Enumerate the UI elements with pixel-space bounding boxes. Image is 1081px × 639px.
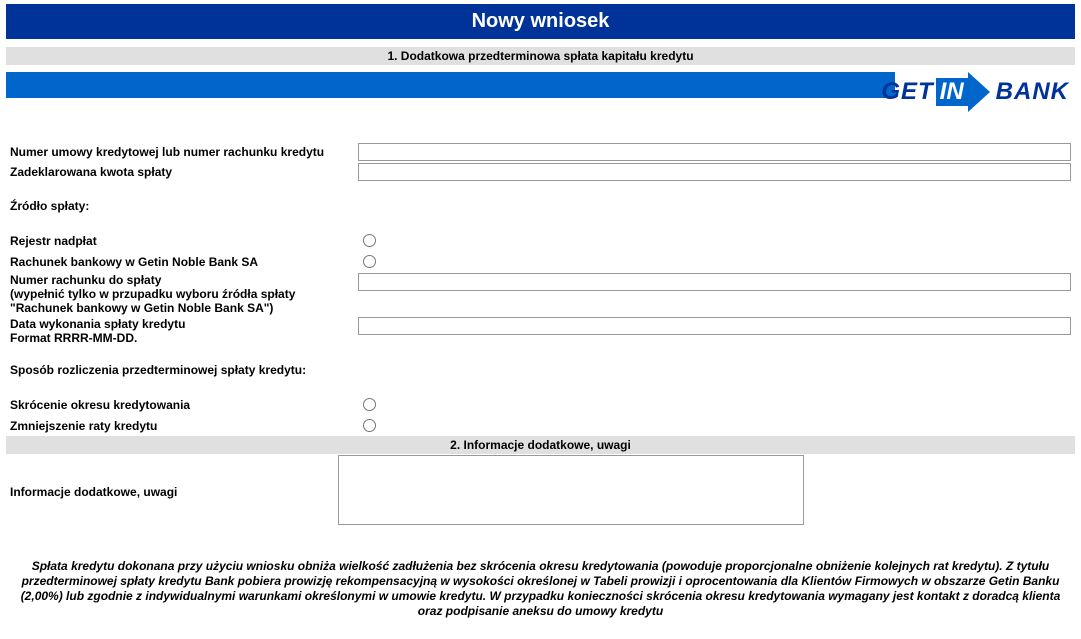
label-repayment-account: Numer rachunku do spłaty (wypełnić tylko… [6,272,354,316]
label-declared-amount: Zadeklarowana kwota spłaty [6,162,354,182]
footer-note: Spłata kredytu dokonana przy użyciu wnio… [10,559,1071,619]
brand-row: GET IN BANK [6,72,1075,112]
label-repayment-source: Źródło spłaty: [6,198,1075,214]
label-settlement-method: Sposób rozliczenia przedterminowej spłat… [6,362,1075,378]
input-repayment-account[interactable] [358,273,1071,291]
label-repayment-date-line1: Data wykonania spłaty kredytu [10,317,185,331]
row-repayment-account: Numer rachunku do spłaty (wypełnić tylko… [6,272,1075,316]
page-title: Nowy wniosek [6,4,1075,39]
section2-header: 2. Informacje dodatkowe, uwagi [6,436,1075,454]
section1-header: 1. Dodatkowa przedterminowa spłata kapit… [6,47,1075,65]
label-repayment-account-line2: (wypełnić tylko w przupadku wyboru źródł… [10,287,295,301]
brand-bar [6,72,895,98]
row-source-overpayment: Rejestr nadpłat [6,230,1075,251]
label-repayment-account-line3: "Rachunek bankowy w Getin Noble Bank SA"… [10,301,273,315]
row-source-bank-account: Rachunek bankowy w Getin Noble Bank SA [6,251,1075,272]
logo-text-get: GET [881,78,933,106]
row-declared-amount: Zadeklarowana kwota spłaty [6,162,1075,182]
label-repayment-account-line1: Numer rachunku do spłaty [10,273,161,287]
label-repayment-date: Data wykonania spłaty kredytu Format RRR… [6,316,354,346]
label-contract-number: Numer umowy kredytowej lub numer rachunk… [6,142,354,162]
input-repayment-date[interactable] [358,317,1071,335]
label-repayment-date-line2: Format RRRR-MM-DD. [10,331,137,345]
radio-reduce-installment[interactable] [363,419,376,432]
textarea-notes[interactable] [338,455,804,525]
row-settlement-heading: Sposób rozliczenia przedterminowej spłat… [6,362,1075,378]
brand-logo: GET IN BANK [881,72,1069,112]
arrow-right-icon [968,72,990,112]
radio-source-overpayment[interactable] [363,234,376,247]
logo-text-in: IN [936,78,968,106]
row-shorten-period: Skrócenie okresu kredytowania [6,394,1075,415]
row-contract-number: Numer umowy kredytowej lub numer rachunk… [6,142,1075,162]
label-source-overpayment: Rejestr nadpłat [6,230,354,251]
input-declared-amount[interactable] [358,163,1071,181]
form-area: Numer umowy kredytowej lub numer rachunk… [6,142,1075,436]
label-shorten-period: Skrócenie okresu kredytowania [6,394,354,415]
radio-shorten-period[interactable] [363,398,376,411]
row-repayment-source-heading: Źródło spłaty: [6,198,1075,214]
form-table: Numer umowy kredytowej lub numer rachunk… [6,142,1075,436]
row-reduce-installment: Zmniejszenie raty kredytu [6,415,1075,436]
row-repayment-date: Data wykonania spłaty kredytu Format RRR… [6,316,1075,346]
row-notes: Informacje dodatkowe, uwagi [6,454,1075,529]
input-contract-number[interactable] [358,143,1071,161]
notes-table: Informacje dodatkowe, uwagi [6,454,1075,529]
radio-source-bank-account[interactable] [363,255,376,268]
label-notes: Informacje dodatkowe, uwagi [6,454,334,529]
logo-text-bank: BANK [996,78,1069,106]
label-source-bank-account: Rachunek bankowy w Getin Noble Bank SA [6,251,354,272]
label-reduce-installment: Zmniejszenie raty kredytu [6,415,354,436]
section2-body: Informacje dodatkowe, uwagi [6,454,1075,529]
page-root: Nowy wniosek 1. Dodatkowa przedterminowa… [0,4,1081,639]
